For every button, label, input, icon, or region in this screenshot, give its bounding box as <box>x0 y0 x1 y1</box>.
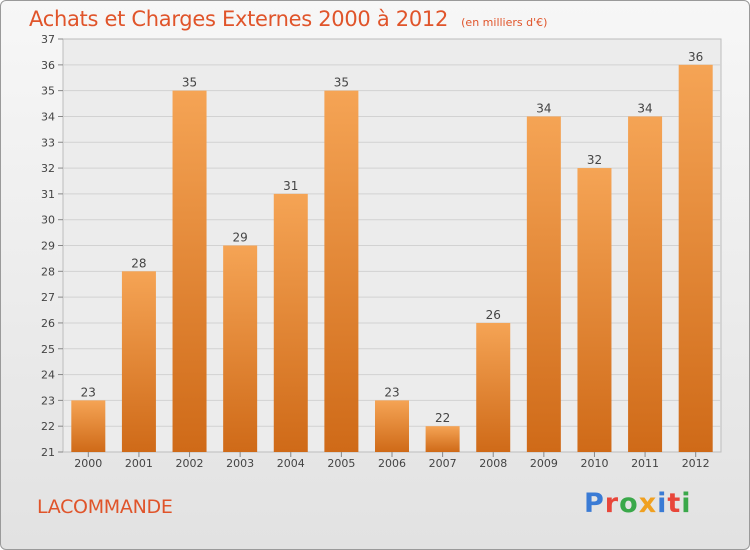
y-tick-label: 37 <box>41 33 55 46</box>
data-label: 34 <box>536 101 551 115</box>
bar <box>121 271 156 452</box>
axis-layer: 21 22 23 24 25 26 27 28 29 30 31 32 33 34 35 36 37 2000 20… <box>41 33 710 470</box>
bar <box>678 64 713 452</box>
commune-name: LACOMMANDE <box>37 496 173 518</box>
data-label: 23 <box>384 385 399 399</box>
bars-layer <box>71 64 713 452</box>
data-label: 35 <box>182 76 197 90</box>
logo-letter: i <box>681 488 692 519</box>
data-label: 22 <box>435 411 450 425</box>
logo-letter: P <box>584 488 605 519</box>
y-tick-label: 21 <box>41 446 55 459</box>
y-tick-label: 25 <box>41 343 55 356</box>
x-tick-label: 2012 <box>682 457 710 470</box>
x-tick-label: 2008 <box>479 457 507 470</box>
logo-letter: r <box>604 488 620 519</box>
x-tick-label: 2001 <box>125 457 153 470</box>
x-tick-label: 2005 <box>327 457 355 470</box>
logo-letter: x <box>638 488 658 519</box>
bar <box>425 426 460 452</box>
y-tick-label: 27 <box>41 291 55 304</box>
x-tick-label: 2002 <box>176 457 204 470</box>
data-label: 28 <box>131 256 146 270</box>
logo-letter: i <box>657 488 668 519</box>
bar <box>375 400 409 452</box>
y-tick-label: 29 <box>41 240 55 253</box>
y-tick-label: 36 <box>41 59 55 72</box>
x-tick-label: 2006 <box>378 457 406 470</box>
bar <box>223 245 258 452</box>
chart-subtitle: (en milliers d'€) <box>461 16 548 29</box>
logo-letter: o <box>619 488 639 519</box>
data-label: 29 <box>233 231 248 245</box>
x-tick-label: 2010 <box>580 457 608 470</box>
labels-layer: 23 28 35 29 31 35 23 22 26 34 32 34 36 <box>81 50 704 425</box>
x-tick-label: 2011 <box>631 457 659 470</box>
bar <box>577 168 612 452</box>
y-tick-label: 33 <box>41 136 55 149</box>
y-tick-label: 31 <box>41 188 55 201</box>
bar <box>273 193 308 452</box>
data-label: 35 <box>334 76 349 90</box>
y-tick-label: 32 <box>41 162 55 175</box>
bar <box>526 116 561 452</box>
x-tick-label: 2007 <box>429 457 457 470</box>
x-tick-label: 2004 <box>277 457 305 470</box>
y-tick-label: 24 <box>41 369 55 382</box>
y-tick-label: 28 <box>41 265 55 278</box>
x-tick-label: 2003 <box>226 457 254 470</box>
data-label: 34 <box>637 101 652 115</box>
y-tick-label: 26 <box>41 317 55 330</box>
bar <box>71 400 106 452</box>
data-label: 31 <box>283 179 298 193</box>
proxiti-logo[interactable]: Proxiti <box>584 488 692 519</box>
data-label: 26 <box>486 308 501 322</box>
data-label: 23 <box>81 385 96 399</box>
data-label: 36 <box>688 50 703 64</box>
chart-title: Achats et Charges Externes 2000 à 2012 <box>29 7 449 31</box>
y-tick-label: 22 <box>41 420 55 433</box>
bar <box>172 90 207 452</box>
bar <box>628 116 663 452</box>
x-tick-label: 2009 <box>530 457 558 470</box>
y-tick-label: 34 <box>41 110 55 123</box>
bar <box>324 90 359 452</box>
bar <box>476 322 511 452</box>
data-label: 32 <box>587 153 602 167</box>
chart-header: Achats et Charges Externes 2000 à 2012 (… <box>29 7 547 31</box>
y-tick-label: 23 <box>41 394 55 407</box>
y-tick-label: 30 <box>41 214 55 227</box>
logo-letter: t <box>667 488 682 519</box>
x-tick-label: 2000 <box>74 457 102 470</box>
y-tick-label: 35 <box>41 85 55 98</box>
